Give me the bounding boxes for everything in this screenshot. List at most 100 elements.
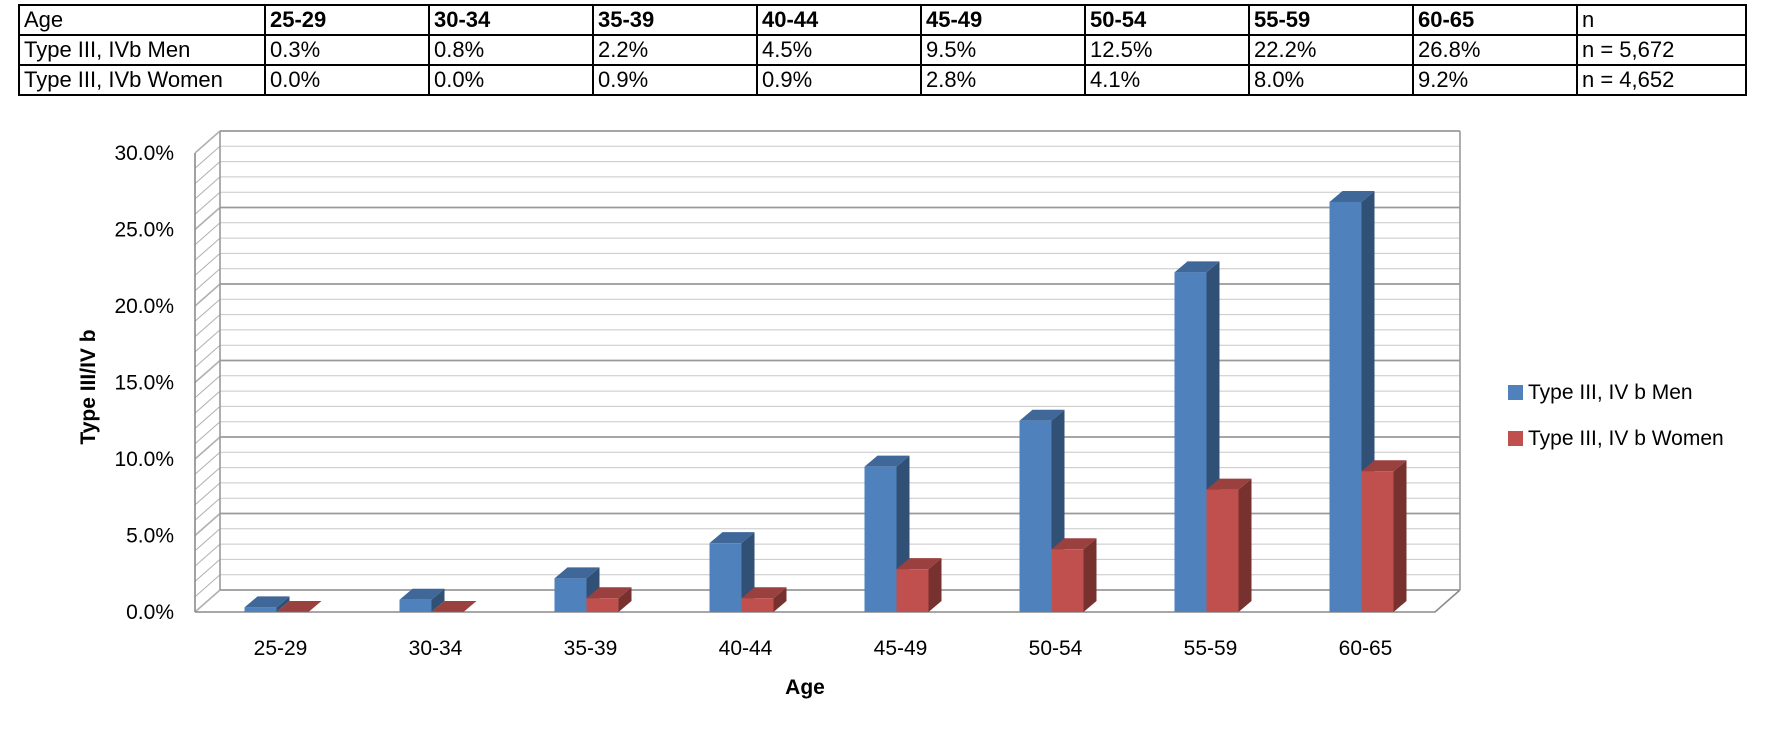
gridline-diagonal [194,528,221,552]
floor-edge [195,589,1461,613]
bar-men-50-54 [1019,420,1052,612]
gridline-diagonal [194,344,221,368]
bar-side [431,588,445,612]
table-cell: 12.5% [1084,34,1250,66]
table-cell: 9.2% [1412,64,1578,96]
data-table: Age 25-29 30-34 35-39 40-44 45-49 50-54 55-59 60… [18,4,1747,96]
bar-side [928,558,942,612]
bar-women-40-44 [741,598,774,612]
gridline-diagonal [194,497,221,521]
bar-women-60-65 [1361,471,1394,612]
bar-top [244,596,290,608]
bar-men-60-65 [1329,201,1362,612]
bar-top [1361,460,1407,472]
table-row: Type III, IVb Women 0.0% 0.0% 0.9% 0.9% 2.8% 4… [18,64,1747,96]
table-cell: 8.0% [1248,64,1414,96]
bar-men-25-29 [244,607,277,612]
table-header-cell: 60-65 [1412,4,1578,36]
y-tick-label: 0.0% [126,601,174,624]
y-tick-label: 20.0% [114,295,174,318]
gridline-diagonal [194,543,221,567]
table-header-row: Age 25-29 30-34 35-39 40-44 45-49 50-54 55-59 60… [18,4,1747,36]
gridline-diagonal [194,237,221,261]
gridline-diagonal [194,145,221,169]
gridline-diagonal [194,329,221,353]
gridline-diagonal [194,390,221,414]
table-header-cell: 25-29 [264,4,430,36]
bar-top [431,601,477,612]
bar-side [1238,478,1252,612]
y-tick-label: 5.0% [126,525,174,548]
gridline-diagonal [194,406,221,429]
gridline-diagonal [194,130,221,154]
table-cell: n = 4,652 [1576,64,1747,96]
table-header-cell: Age [18,4,266,36]
table-cell: 9.5% [920,34,1086,66]
bar-top [741,587,787,599]
bar-women-50-54 [1051,549,1084,612]
table-header-cell: 35-39 [592,4,758,36]
gridline-diagonal [194,359,221,384]
bar-top [554,567,600,579]
x-tick-label: 25-29 [254,637,308,660]
legend: Type III, IV b Men Type III, IV b Women [1508,381,1724,450]
bar-top [1329,190,1375,202]
table-cell: 26.8% [1412,34,1578,66]
table-cell: 0.9% [756,64,922,96]
bar-women-25-29 [276,611,309,612]
table-cell: 0.9% [592,64,758,96]
x-tick-label: 35-39 [564,637,618,660]
bar-side [1083,538,1097,612]
legend-swatch [1508,385,1523,400]
x-tick-label: 50-54 [1029,637,1083,660]
gridline-diagonal [194,512,221,537]
bar-side [773,587,787,612]
table-cell: 0.8% [428,34,594,66]
bar-men-45-49 [864,466,897,612]
x-axis-label: Age [785,676,825,699]
table-cell: Type III, IVb Men [18,34,266,66]
y-tick-labels: 0.0% 5.0% 10.0% 15.0% 20.0% 25.0% 30.0% [114,142,174,624]
x-tick-label: 45-49 [874,637,928,660]
gridline-diagonal [194,298,221,322]
bar-top [586,587,632,599]
table-cell: Type III, IVb Women [18,64,266,96]
gridline-diagonal [194,451,221,475]
bar-men-30-34 [399,599,432,612]
bar-top [1206,478,1252,490]
gridline-diagonal [194,589,221,613]
table-header-cell: 55-59 [1248,4,1414,36]
bar-top [709,532,755,544]
gridlines [194,130,1461,613]
gridline-diagonal [194,482,221,506]
table-header-cell: 30-34 [428,4,594,36]
table-cell: 4.5% [756,34,922,66]
bar-top [864,455,910,467]
bar-men-40-44 [709,543,742,612]
x-tick-labels: 25-29 30-34 35-39 40-44 45-49 50-54 55-59 60-65 [254,637,1393,660]
bar-men-55-59 [1174,272,1207,612]
table-header-cell: 40-44 [756,4,922,36]
x-tick-label: 55-59 [1184,637,1238,660]
bar-side [1393,460,1407,612]
table-header-cell: 50-54 [1084,4,1250,36]
gridline-diagonal [194,222,221,246]
table-cell: n = 5,672 [1576,34,1747,66]
table-header-cell: n [1576,4,1747,36]
x-tick-label: 60-65 [1339,637,1393,660]
gridline-diagonal [194,314,221,337]
bar-side [618,587,632,612]
gridline-diagonal [194,436,221,460]
bar-top [1051,538,1097,550]
table-cell: 4.1% [1084,64,1250,96]
y-tick-label: 30.0% [114,142,174,165]
bar-women-45-49 [896,569,929,612]
x-tick-label: 40-44 [719,637,773,660]
gridline-diagonal [194,176,221,200]
bar-top [276,601,322,612]
table-cell: 2.2% [592,34,758,66]
bar-men-35-39 [554,578,587,612]
table-row: Type III, IVb Men 0.3% 0.8% 2.2% 4.5% 9.5% 12.… [18,34,1747,66]
bar-women-35-39 [586,598,619,612]
